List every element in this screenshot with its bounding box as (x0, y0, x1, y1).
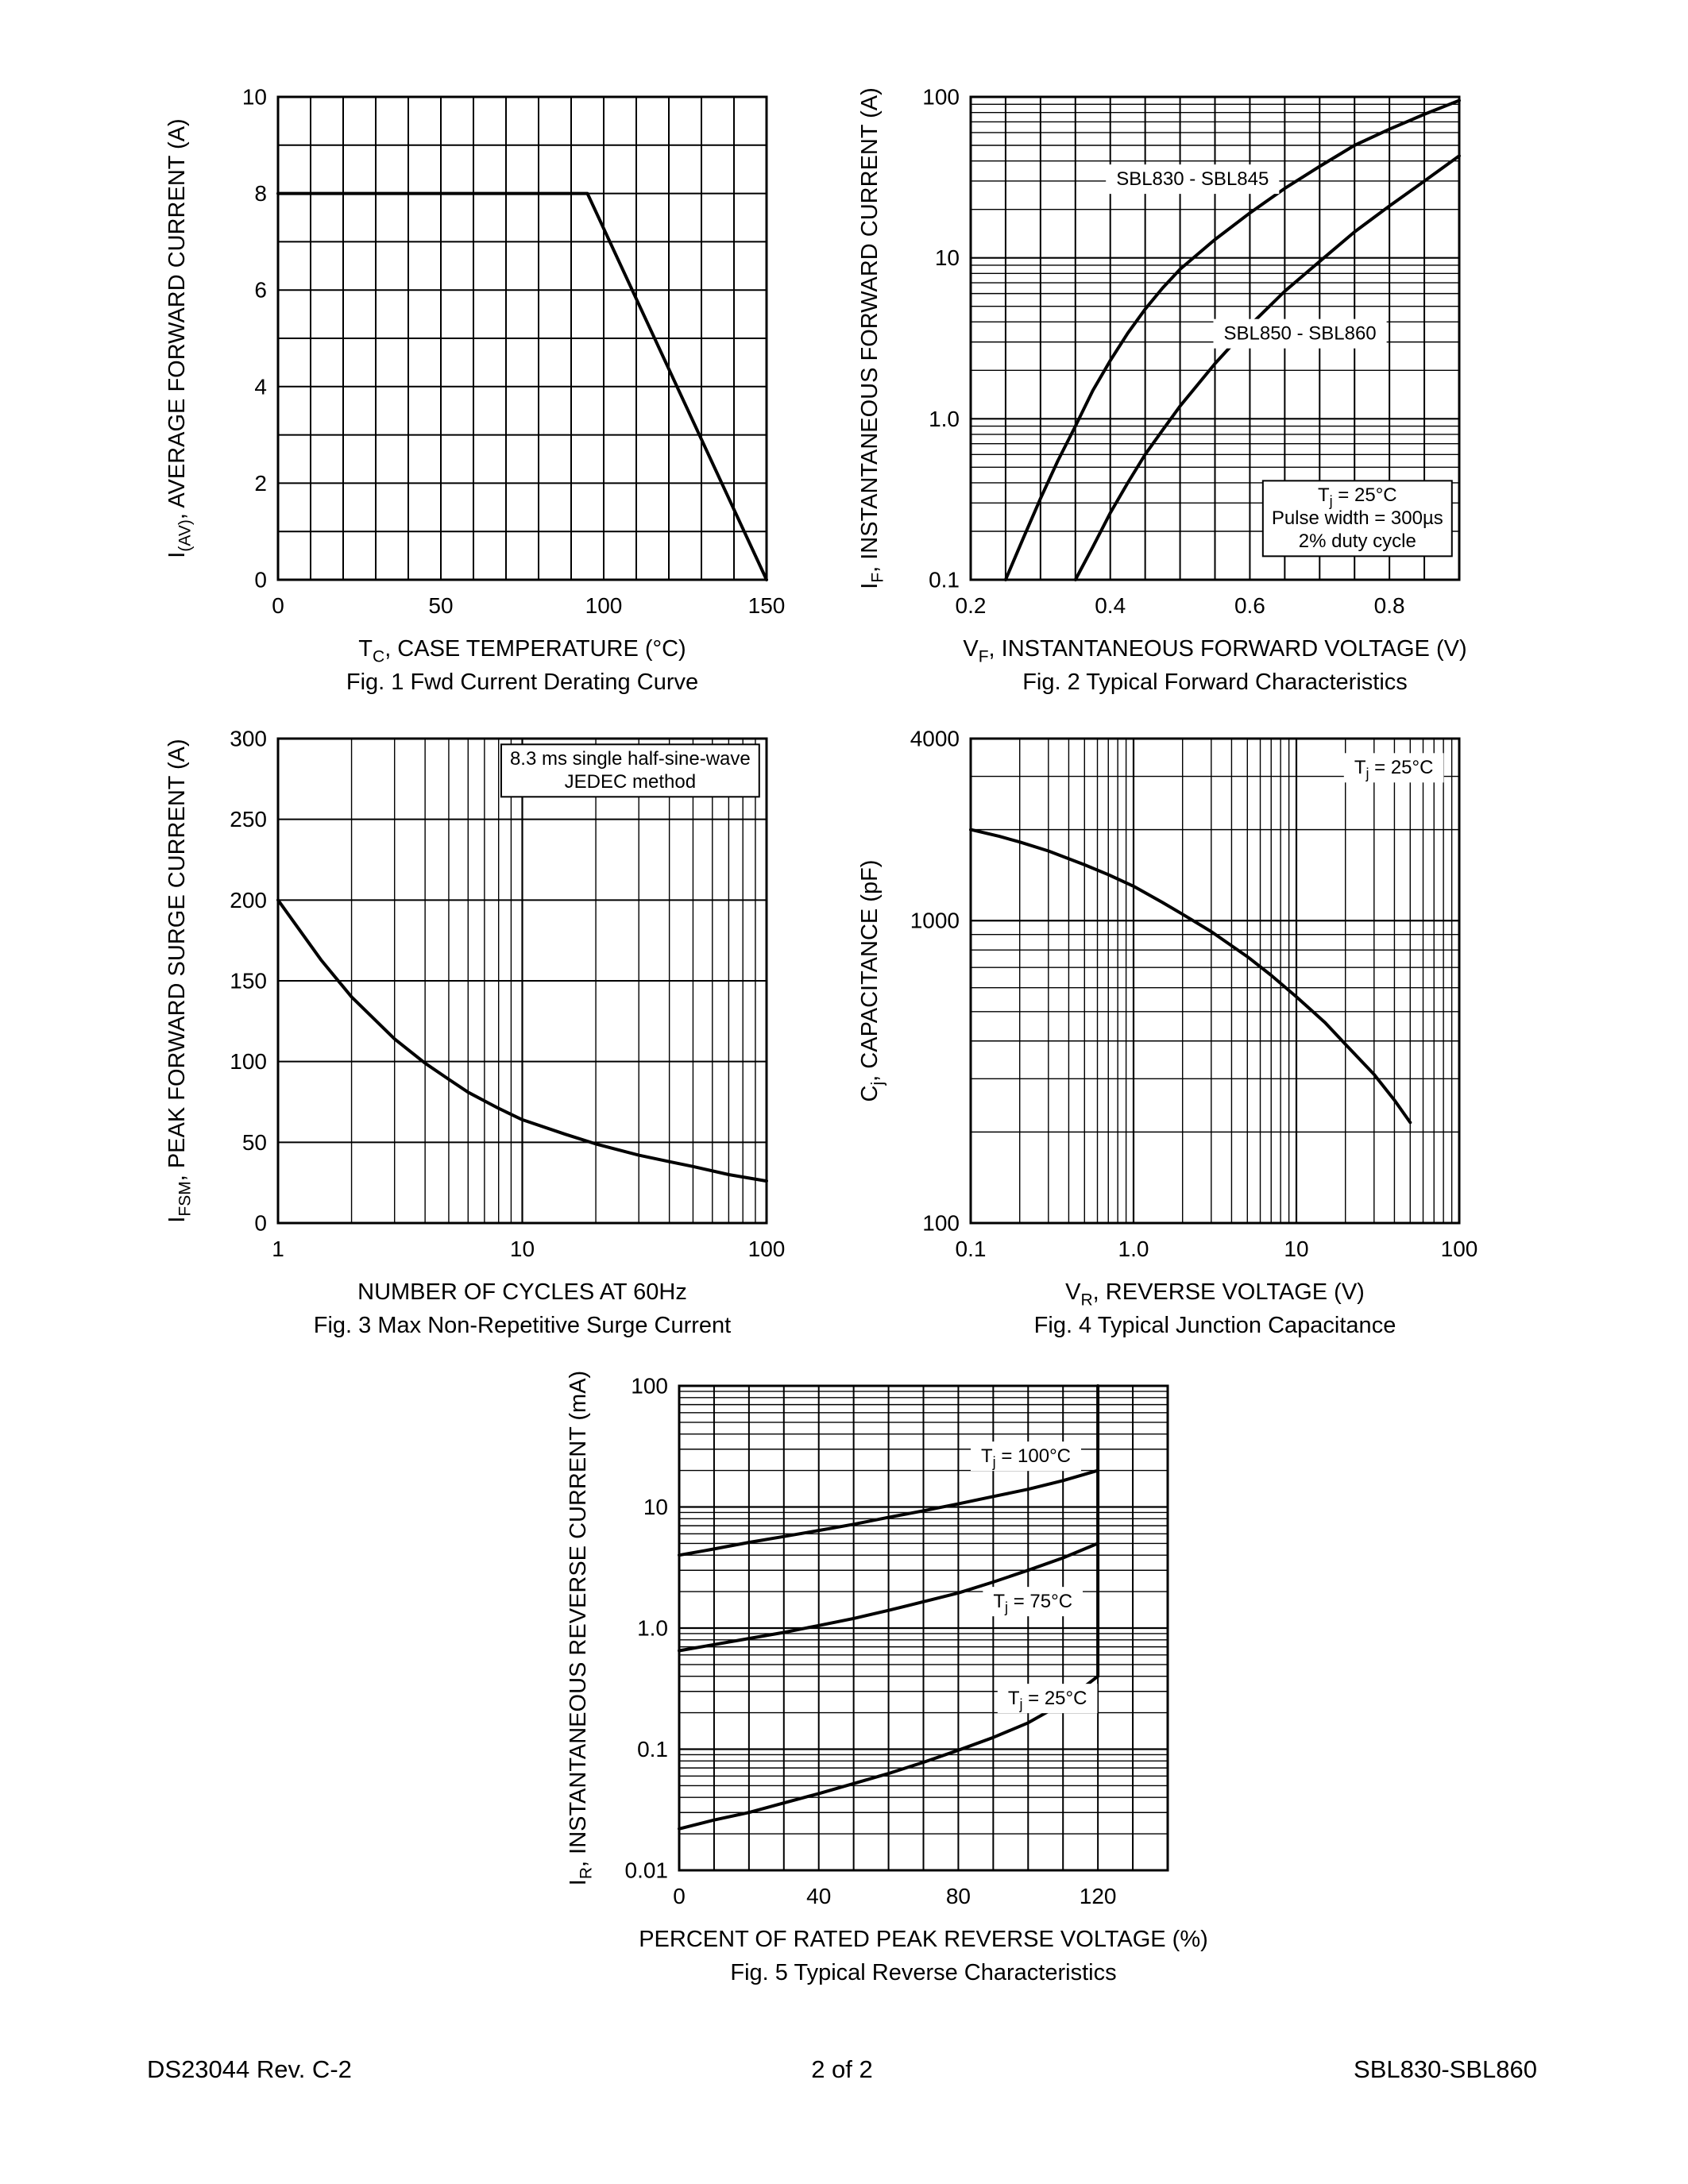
y-tick-label: 4 (254, 374, 267, 399)
y-axis-title: I(AV), AVERAGE FORWARD CURRENT (A) (164, 118, 195, 558)
svg-text:2% duty cycle: 2% duty cycle (1299, 531, 1416, 552)
series-sbl850-sbl860 (1073, 154, 1461, 581)
page-number: 2 of 2 (811, 2055, 873, 2083)
fig1-derating-curve: 0 50 100 150 0 2 4 6 8 10 TC, CASE TEMPERATURE (°C… (164, 85, 785, 696)
y-tick-label: 0.1 (929, 568, 960, 592)
chart-annotation: Tj = 100°C (971, 1441, 1081, 1472)
part-range: SBL830-SBL860 (1354, 2055, 1537, 2083)
figure-caption: Fig. 4 Typical Junction Capacitance (1034, 1313, 1396, 1338)
y-tick-label: 1.0 (637, 1616, 668, 1641)
y-tick-label: 8 (254, 181, 267, 206)
x-axis-title: VR, REVERSE VOLTAGE (V) (1065, 1279, 1365, 1310)
y-tick-label: 50 (242, 1130, 267, 1155)
series-sbl830-sbl845 (1003, 98, 1461, 581)
svg-text:Tj = 25°C: Tj = 25°C (1008, 1688, 1087, 1712)
x-tick-label: 100 (585, 593, 623, 618)
x-tick-label: 80 (946, 1884, 971, 1908)
x-tick-label: 0 (272, 593, 284, 618)
y-tick-label: 10 (643, 1495, 668, 1519)
page-footer: DS23044 Rev. C-2 2 of 2 SBL830-SBL860 (147, 2055, 1537, 2084)
y-tick-label: 0 (254, 1211, 267, 1236)
fig4-junction-capacitance: Tj = 25°C 0.1 1.0 10 100 100 1000 4000 VR, REVER… (857, 727, 1477, 1339)
x-tick-label: 1 (272, 1237, 284, 1261)
x-tick-label: 10 (510, 1237, 535, 1261)
x-tick-label: 100 (1441, 1237, 1478, 1261)
chart-annotation: SBL850 - SBL860 (1213, 318, 1387, 349)
x-axis-title: VF, INSTANTANEOUS FORWARD VOLTAGE (V) (963, 636, 1466, 666)
y-tick-label: 200 (230, 888, 267, 913)
x-axis-title: TC, CASE TEMPERATURE (°C) (358, 636, 686, 666)
y-axis-title: IF, INSTANTANEOUS FORWARD CURRENT (A) (857, 87, 887, 589)
chart-annotation: Tj = 75°C (983, 1587, 1083, 1617)
svg-text:Tj = 25°C: Tj = 25°C (1318, 484, 1397, 509)
y-axis-title: Cj, CAPACITANCE (pF) (857, 860, 887, 1102)
series-derating (276, 191, 768, 581)
x-axis-title: PERCENT OF RATED PEAK REVERSE VOLTAGE (%… (639, 1927, 1208, 1952)
x-tick-label: 0 (673, 1884, 686, 1908)
y-tick-label: 100 (230, 1049, 267, 1074)
series-surge (276, 898, 768, 1183)
y-tick-label: 2 (254, 471, 267, 496)
series-tj-75-c (678, 1542, 1100, 1653)
x-tick-label: 0.4 (1095, 593, 1126, 618)
chart-annotation: SBL830 - SBL845 (1106, 164, 1280, 195)
svg-text:SBL830 - SBL845: SBL830 - SBL845 (1116, 168, 1269, 190)
y-tick-label: 1.0 (929, 407, 960, 431)
x-tick-label: 0.6 (1234, 593, 1265, 618)
svg-text:JEDEC method: JEDEC method (565, 771, 696, 793)
y-tick-label: 100 (631, 1374, 668, 1399)
x-tick-label: 40 (806, 1884, 831, 1908)
x-axis-title: NUMBER OF CYCLES AT 60Hz (357, 1279, 687, 1305)
x-tick-label: 10 (1284, 1237, 1308, 1261)
figure-caption: Fig. 5 Typical Reverse Characteristics (730, 1960, 1116, 1985)
x-tick-label: 100 (748, 1237, 786, 1261)
fig5-reverse-characteristics: Tj = 100°C Tj = 75°C Tj = 25°C 0 40 80 120 0.01… (566, 1371, 1208, 1985)
svg-text:Tj = 100°C: Tj = 100°C (981, 1445, 1071, 1470)
y-tick-label: 300 (230, 727, 267, 751)
x-tick-label: 0.2 (956, 593, 987, 618)
chart-annotation: Tj = 25°C (1343, 753, 1444, 783)
x-tick-label: 50 (428, 593, 453, 618)
y-tick-label: 250 (230, 807, 267, 832)
figure-caption: Fig. 2 Typical Forward Characteristics (1022, 669, 1408, 695)
y-tick-label: 6 (254, 278, 267, 303)
y-tick-label: 100 (922, 1211, 960, 1236)
series-tj-100-c (678, 1468, 1100, 1557)
y-axis-title: IFSM, PEAK FORWARD SURGE CURRENT (A) (164, 739, 195, 1222)
svg-text:Tj = 25°C: Tj = 25°C (1354, 757, 1434, 781)
x-tick-label: 150 (748, 593, 786, 618)
y-tick-label: 100 (922, 85, 960, 110)
y-tick-label: 0 (254, 568, 267, 592)
y-tick-label: 150 (230, 969, 267, 994)
figure-caption: Fig. 3 Max Non-Repetitive Surge Current (314, 1313, 731, 1338)
y-axis-title: IR, INSTANTANEOUS REVERSE CURRENT (mA) (566, 1371, 596, 1885)
svg-text:Tj = 75°C: Tj = 75°C (993, 1591, 1072, 1615)
chart-annotation: Tj = 25°C (997, 1684, 1098, 1714)
fig2-forward-characteristics: SBL830 - SBL845 SBL850 - SBL860 Tj = 25°CP… (857, 85, 1467, 696)
svg-text:8.3 ms single half-sine-wave: 8.3 ms single half-sine-wave (510, 748, 751, 770)
y-tick-label: 0.1 (637, 1737, 668, 1761)
y-tick-label: 10 (935, 245, 960, 270)
y-tick-label: 4000 (910, 727, 960, 751)
x-tick-label: 0.8 (1374, 593, 1405, 618)
series-capacitance (969, 828, 1412, 1125)
svg-text:Pulse width = 300µs: Pulse width = 300µs (1272, 507, 1443, 529)
x-tick-label: 120 (1080, 1884, 1117, 1908)
x-tick-label: 1.0 (1118, 1237, 1149, 1261)
doc-number: DS23044 Rev. C-2 (147, 2055, 352, 2083)
y-tick-label: 0.01 (625, 1858, 669, 1883)
y-tick-label: 10 (242, 85, 267, 110)
series-tj-25-c (678, 1674, 1100, 1831)
x-tick-label: 0.1 (956, 1237, 987, 1261)
svg-text:SBL850 - SBL860: SBL850 - SBL860 (1224, 322, 1377, 344)
y-tick-label: 1000 (910, 909, 960, 933)
figure-caption: Fig. 1 Fwd Current Derating Curve (346, 669, 698, 695)
